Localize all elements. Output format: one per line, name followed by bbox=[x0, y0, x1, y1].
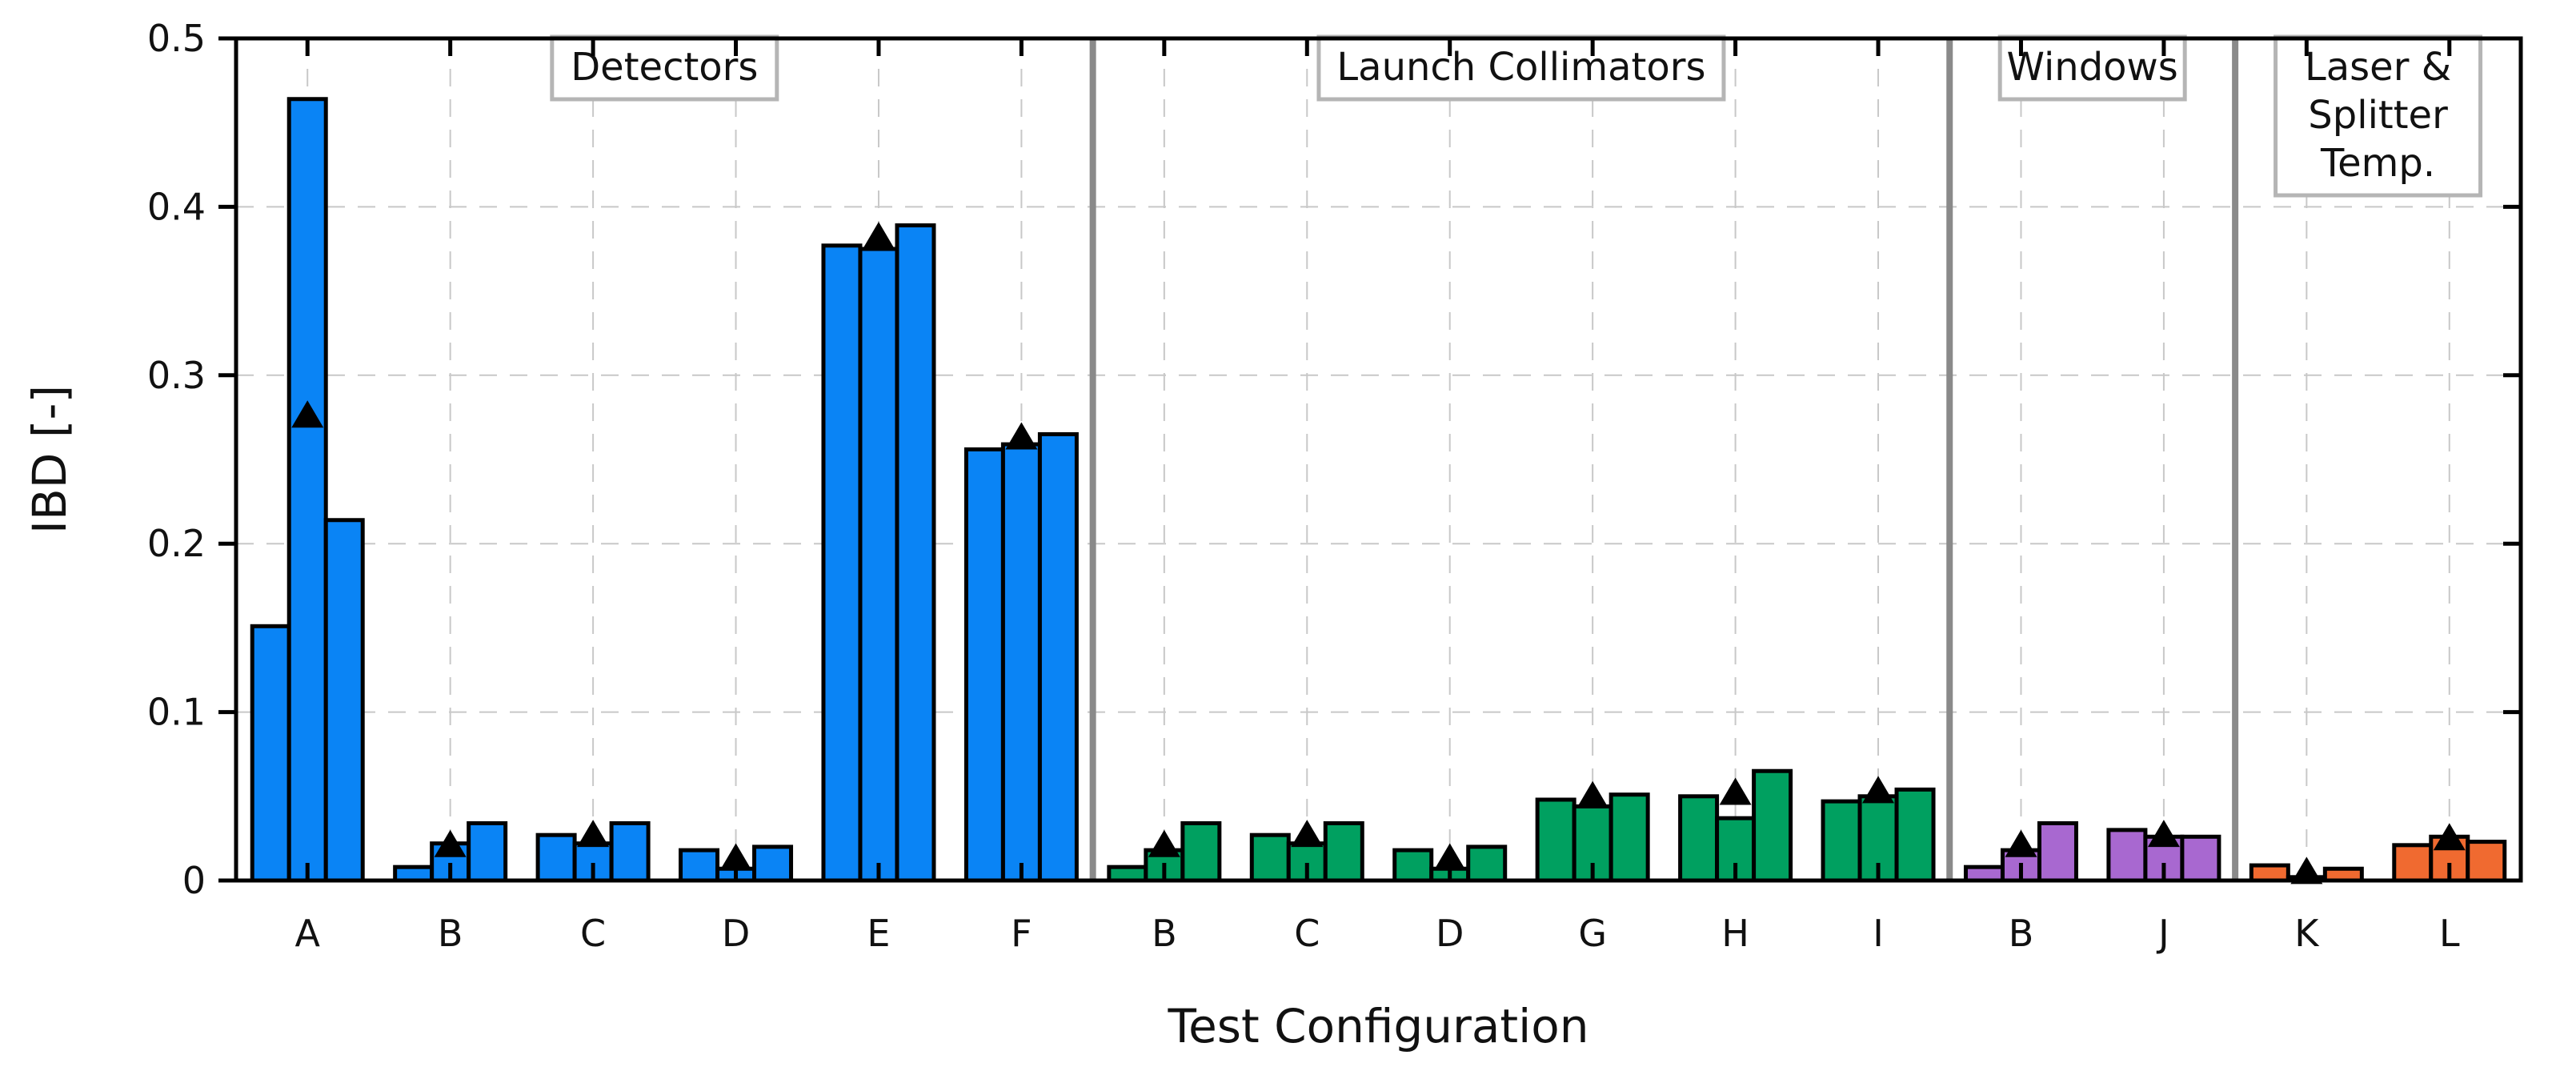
triangle-marker bbox=[1291, 820, 1324, 848]
bar bbox=[1752, 768, 1793, 883]
bar bbox=[2037, 820, 2078, 883]
x-tick-label: C bbox=[580, 912, 606, 955]
bar bbox=[286, 97, 328, 883]
bar bbox=[1037, 431, 1079, 883]
bar bbox=[250, 624, 291, 883]
bar bbox=[2180, 834, 2221, 883]
bar bbox=[1963, 864, 2005, 883]
bar bbox=[1180, 820, 1222, 883]
bar bbox=[1249, 832, 1291, 883]
bar bbox=[679, 848, 720, 883]
triangle-marker bbox=[719, 843, 752, 871]
group-label-box bbox=[2274, 34, 2483, 198]
x-tick-label: D bbox=[722, 912, 750, 955]
group-label: Laser & Splitter Temp. bbox=[2305, 45, 2451, 186]
bar bbox=[858, 247, 899, 883]
bar bbox=[609, 820, 651, 883]
triangle-marker bbox=[862, 222, 895, 250]
x-tick-label: J bbox=[2156, 912, 2169, 955]
bar bbox=[1678, 794, 1720, 883]
bar bbox=[1894, 787, 1936, 883]
bar bbox=[323, 518, 365, 883]
axes: 0 0.1 0.2 0.3 0.4 0.5 A B C D E F B C D G H I B J K L bbox=[147, 17, 2523, 955]
triangle-marker bbox=[1862, 776, 1895, 804]
y-tick-label: 0.3 bbox=[147, 354, 206, 397]
triangle-marker bbox=[1433, 843, 1466, 871]
triangle-marker bbox=[1148, 829, 1180, 857]
triangle-marker bbox=[2433, 823, 2466, 851]
triangle-marker bbox=[2005, 829, 2037, 857]
x-tick-label: B bbox=[438, 912, 463, 955]
triangle-marker bbox=[291, 400, 324, 428]
x-tick-label: E bbox=[867, 912, 890, 955]
x-tick-label: F bbox=[1011, 912, 1032, 955]
group-label-line: Temp. bbox=[2320, 141, 2435, 186]
triangle-marker bbox=[434, 829, 467, 857]
x-tick-label: C bbox=[1294, 912, 1320, 955]
x-tick-label: I bbox=[1873, 912, 1884, 955]
group-label-line: Windows bbox=[2007, 45, 2178, 90]
x-tick-label: H bbox=[1721, 912, 1749, 955]
bar bbox=[2392, 843, 2434, 883]
group-labels: Detectors Launch Collimators Windows Laser … bbox=[550, 34, 2483, 198]
bar bbox=[1466, 844, 1508, 883]
bar bbox=[1392, 848, 1434, 883]
x-axis-title: Test Configuration bbox=[1168, 999, 1589, 1053]
x-tick-label: B bbox=[2009, 912, 2034, 955]
y-tick-label: 0.5 bbox=[147, 17, 206, 60]
bar bbox=[1535, 797, 1576, 883]
x-tick-label: D bbox=[1436, 912, 1464, 955]
bar bbox=[1821, 799, 1862, 883]
bar bbox=[821, 243, 863, 883]
group-label-line: Laser & bbox=[2305, 45, 2451, 90]
triangle-marker bbox=[1576, 780, 1609, 808]
x-tick-label: L bbox=[2439, 912, 2460, 955]
x-tick-label: G bbox=[1578, 912, 1607, 955]
plot-frame bbox=[234, 36, 2523, 883]
group-label-line: Splitter bbox=[2308, 93, 2448, 138]
bar bbox=[535, 832, 577, 883]
x-tick-label: A bbox=[294, 912, 320, 955]
triangle-marker bbox=[577, 820, 610, 848]
bar bbox=[1323, 820, 1364, 883]
bar bbox=[895, 223, 936, 883]
bars bbox=[250, 97, 2507, 883]
y-tick-label: 0.4 bbox=[147, 185, 206, 228]
bar bbox=[1608, 792, 1650, 883]
bar bbox=[1107, 864, 1148, 883]
group-label-box bbox=[550, 34, 779, 102]
y-tick-label: 0 bbox=[182, 859, 206, 902]
bar bbox=[2466, 840, 2507, 883]
y-tick-label: 0.1 bbox=[147, 691, 206, 734]
bar bbox=[467, 820, 508, 883]
group-dividers bbox=[1089, 38, 2239, 880]
group-label-line: Detectors bbox=[571, 45, 758, 90]
markers bbox=[291, 222, 2466, 884]
y-tick-label: 0.2 bbox=[147, 522, 206, 565]
bar bbox=[1000, 442, 1042, 883]
bar bbox=[2249, 863, 2290, 883]
y-axis-title: IBD [-] bbox=[22, 385, 77, 534]
group-label: Launch Collimators bbox=[1336, 45, 1705, 90]
bar bbox=[752, 844, 794, 883]
group-label-line: Launch Collimators bbox=[1336, 45, 1705, 90]
triangle-marker bbox=[2147, 820, 2180, 848]
bar bbox=[393, 864, 435, 883]
group-label: Detectors bbox=[571, 45, 758, 90]
grid bbox=[236, 38, 2521, 880]
group-label: Windows bbox=[2007, 45, 2178, 90]
bar bbox=[2106, 828, 2148, 883]
triangle-marker bbox=[1719, 777, 1752, 805]
x-tick-label: K bbox=[2294, 912, 2320, 955]
bar bbox=[963, 447, 1005, 883]
triangle-marker bbox=[1005, 422, 1038, 450]
x-tick-label: B bbox=[1152, 912, 1177, 955]
